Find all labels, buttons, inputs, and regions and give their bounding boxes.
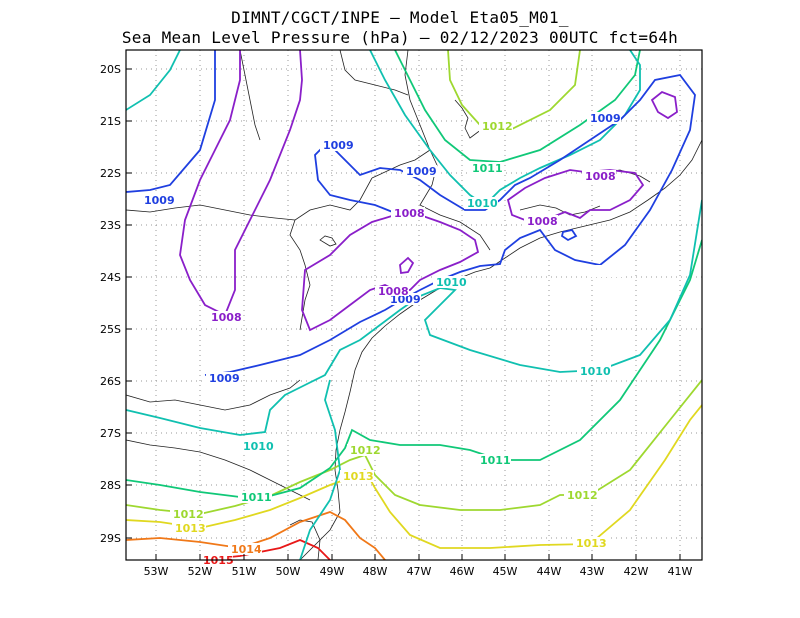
label-1008: 1008 [211, 311, 242, 324]
label-1010: 1010 [580, 365, 611, 378]
lon-label: 50W [276, 565, 301, 578]
lon-label: 46W [450, 565, 475, 578]
label-1010: 1010 [436, 276, 467, 289]
isobar-1010-coast [299, 379, 341, 560]
isobar-1013 [126, 404, 702, 549]
isobar-1010-north [369, 50, 641, 207]
lat-label: 22S [100, 167, 121, 180]
isobar-1009-ring [560, 228, 578, 242]
lat-label: 20S [100, 63, 121, 76]
label-1012: 1012 [482, 120, 513, 133]
lon-label: 43W [580, 565, 605, 578]
title-line-2: Sea Mean Level Pressure (hPa) – 02/12/20… [121, 28, 679, 47]
isobar-1010-west [126, 50, 181, 111]
lat-label: 21S [100, 115, 121, 128]
label-1009: 1009 [209, 372, 240, 385]
isobar-1008-center [301, 214, 480, 332]
label-1010: 1010 [243, 440, 274, 453]
tick-marks [126, 68, 681, 560]
label-1012: 1012 [173, 508, 204, 521]
isobar-1008-ne [650, 90, 678, 120]
label-1009: 1009 [390, 293, 421, 306]
title-line-1: DIMNT/CGCT/INPE – Model Eta05_M01_ [231, 8, 569, 27]
label-1008: 1008 [527, 215, 558, 228]
contour-labels: 1015 1014 1013 1013 1013 1012 1012 1012 … [141, 112, 624, 567]
isobar-1009-south [204, 74, 696, 376]
lon-label: 44W [537, 565, 562, 578]
lon-label: 45W [493, 565, 518, 578]
label-1011: 1011 [480, 454, 511, 467]
label-1014: 1014 [231, 543, 262, 556]
isobar-1011-north [394, 50, 641, 163]
lon-label: 48W [363, 565, 388, 578]
label-1008: 1008 [585, 170, 616, 183]
lon-label: 52W [188, 565, 213, 578]
lat-label: 29S [100, 532, 121, 545]
label-1010: 1010 [467, 197, 498, 210]
isobar-1009 [126, 50, 216, 193]
lon-label: 49W [320, 565, 345, 578]
label-1011: 1011 [241, 491, 272, 504]
label-1008: 1008 [378, 285, 409, 298]
label-1011: 1011 [472, 162, 503, 175]
longitude-axis: 53W 52W 51W 50W 49W 48W 47W 46W 45W 44W … [144, 565, 693, 578]
lat-label: 26S [100, 375, 121, 388]
label-1009: 1009 [323, 139, 354, 152]
label-1009: 1009 [144, 194, 175, 207]
lat-label: 24S [100, 271, 121, 284]
lat-label: 27S [100, 427, 121, 440]
lon-label: 47W [407, 565, 432, 578]
lat-label: 23S [100, 219, 121, 232]
lon-label: 42W [624, 565, 649, 578]
lat-label: 28S [100, 479, 121, 492]
isobar-1014 [126, 511, 386, 560]
map-frame [125, 49, 703, 561]
isobar-1008-west [179, 50, 303, 317]
label-1008: 1008 [394, 207, 425, 220]
label-1012: 1012 [567, 489, 598, 502]
label-1013: 1013 [576, 537, 607, 550]
label-1012: 1012 [350, 444, 381, 457]
latitude-axis: 20S 21S 22S 23S 24S 25S 26S 27S 28S 29S [100, 63, 121, 545]
label-1009: 1009 [406, 165, 437, 178]
lat-label: 25S [100, 323, 121, 336]
isobar-1015 [199, 539, 331, 560]
lon-label: 51W [232, 565, 257, 578]
label-1013: 1013 [175, 522, 206, 535]
lon-label: 53W [144, 565, 169, 578]
label-1009: 1009 [590, 112, 621, 125]
lon-label: 41W [668, 565, 693, 578]
isobar-1011 [126, 239, 702, 498]
isobar-1008-blob [399, 256, 415, 275]
label-1013: 1013 [343, 470, 374, 483]
